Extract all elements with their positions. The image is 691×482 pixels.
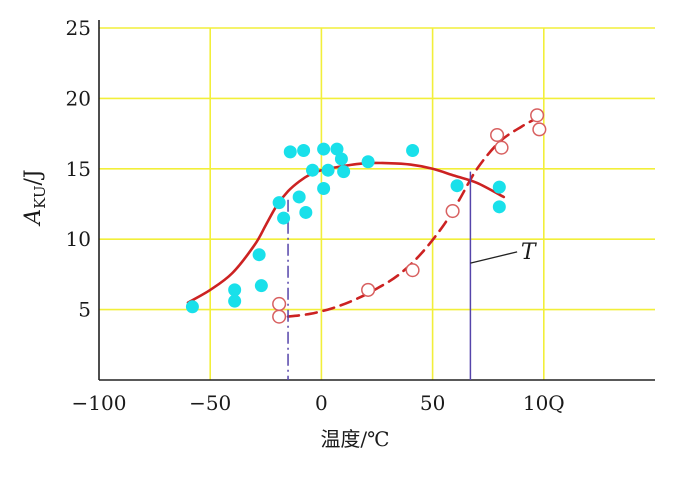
- open-data-point: [532, 122, 547, 137]
- open-data-point: [361, 282, 376, 297]
- open-data-point: [490, 127, 505, 143]
- x-axis-label: 温度/℃: [320, 427, 389, 451]
- y-tick-label: 20: [66, 86, 91, 110]
- filled-data-point: [330, 142, 344, 156]
- y-axis-label: AKU/J: [21, 169, 49, 226]
- open-data-point: [494, 140, 509, 155]
- annotation-label: T: [521, 240, 538, 265]
- open-data-point: [445, 203, 460, 219]
- filled-data-point: [317, 142, 331, 156]
- x-tick-label: −100: [72, 391, 127, 415]
- filled-data-point: [317, 182, 331, 196]
- y-axis-label-main: A: [21, 209, 46, 227]
- filled-data-point: [361, 155, 375, 169]
- filled-data-point: [228, 294, 242, 308]
- y-tick-label: 5: [78, 298, 91, 322]
- filled-data-point: [406, 143, 420, 157]
- filled-data-point: [292, 190, 306, 204]
- transition-markers: [287, 171, 472, 380]
- filled-data-point: [306, 163, 320, 177]
- filled-data-point: [450, 179, 464, 193]
- annotation-leader-line: [470, 251, 518, 264]
- annotations: T: [470, 240, 538, 265]
- filled-data-point: [297, 143, 311, 157]
- y-tick-label: 10: [66, 227, 91, 251]
- y-tick-label: 15: [66, 157, 91, 181]
- y-axis-label-sub: KU: [31, 186, 49, 209]
- tick-labels: −100 −50 0 50 10Q 5 10 15 20 25: [66, 16, 565, 415]
- axes: [98, 20, 655, 381]
- y-tick-label: 25: [66, 16, 91, 40]
- filled-data-point: [337, 165, 351, 179]
- grid-lines: [99, 27, 655, 380]
- filled-data-point: [185, 300, 199, 314]
- filled-data-point: [228, 283, 242, 297]
- filled-data-point: [299, 205, 313, 219]
- open-data-point: [272, 309, 287, 324]
- filled-data-point: [272, 196, 286, 210]
- x-tick-label: 10Q: [523, 391, 565, 415]
- open-data-point: [405, 263, 420, 278]
- filled-data-point: [492, 180, 506, 194]
- filled-data-point: [283, 145, 297, 159]
- x-tick-label: 0: [315, 391, 328, 415]
- filled-data-point: [334, 152, 348, 166]
- filled-data-point: [252, 248, 266, 262]
- filled-data-point: [277, 211, 291, 225]
- y-axis-label-unit: /J: [21, 169, 46, 185]
- open-data-point: [272, 296, 287, 312]
- filled-data-point: [254, 279, 268, 293]
- filled-data-point: [492, 200, 506, 214]
- x-tick-label: 50: [420, 391, 445, 415]
- open-data-point: [530, 108, 545, 123]
- data-points: [185, 108, 547, 324]
- filled-data-point: [321, 163, 335, 177]
- x-tick-label: −50: [189, 391, 231, 415]
